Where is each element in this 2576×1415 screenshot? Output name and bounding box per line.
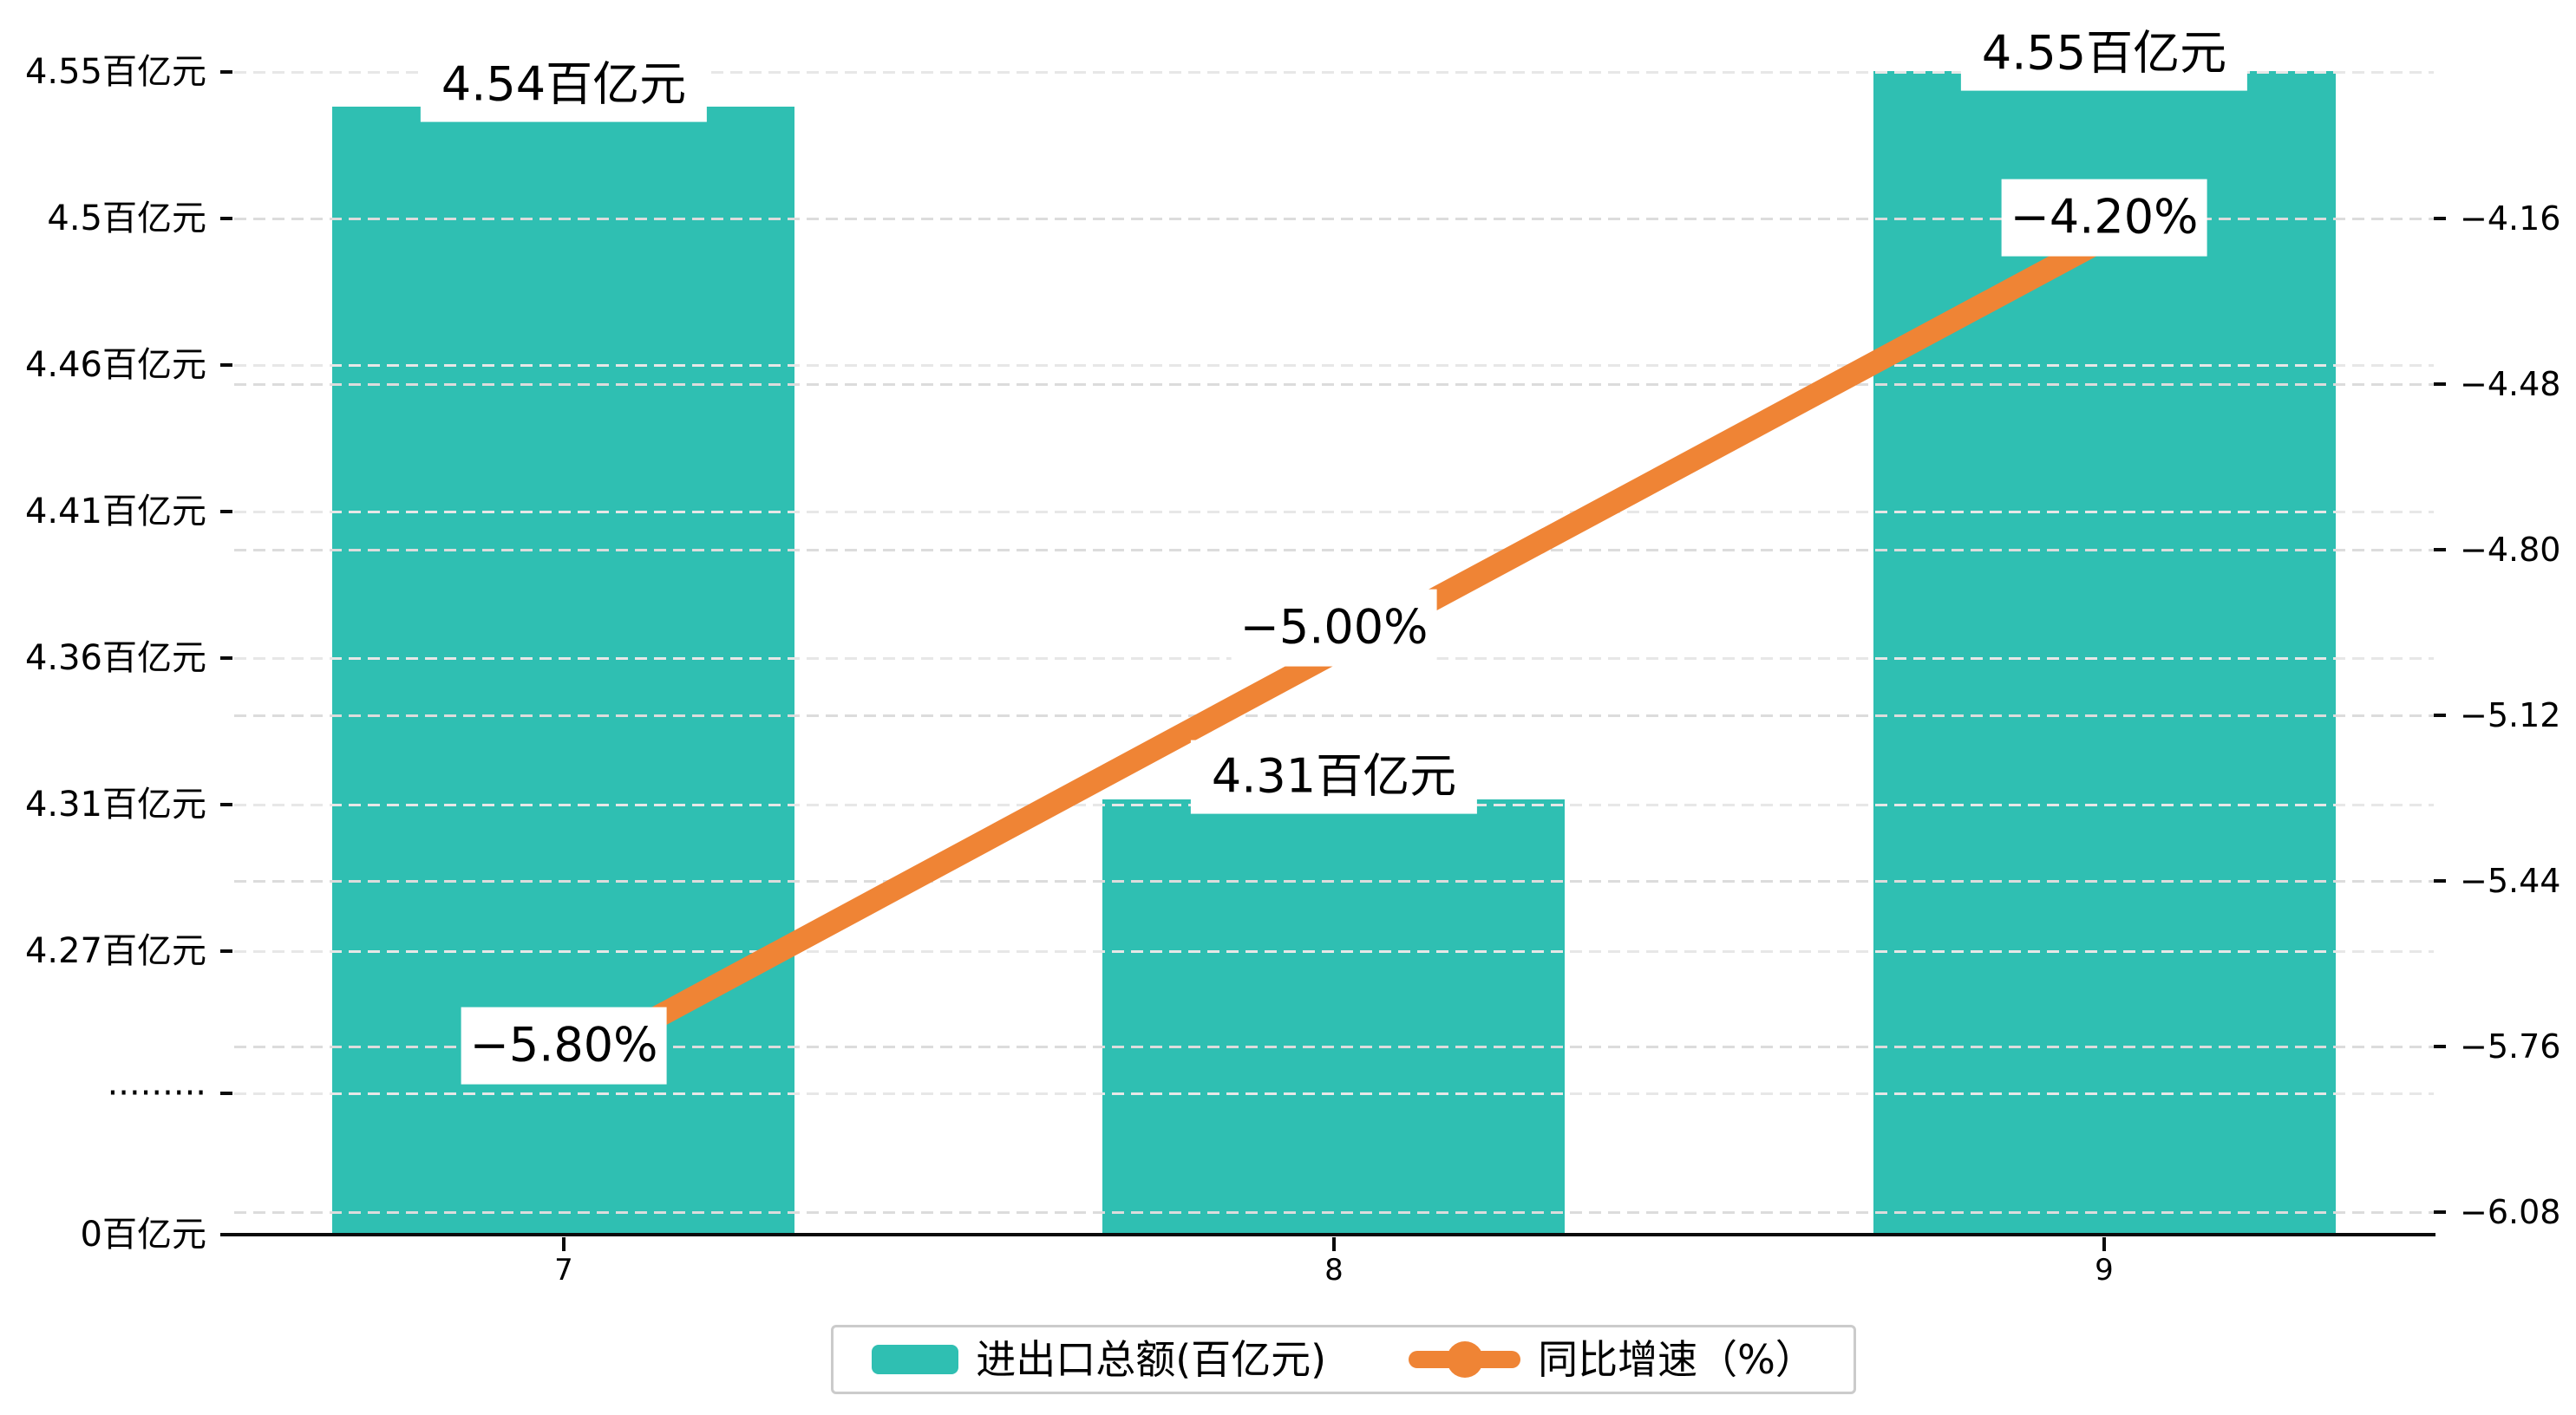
gridline-right-0: [234, 218, 2434, 220]
left-axis-tick-1: [220, 217, 232, 220]
left-axis-label-3: 4.41百亿元: [24, 492, 206, 531]
gridline-right-5: [234, 1046, 2434, 1048]
left-axis-label-0: 4.55百亿元: [24, 52, 206, 92]
line-value-label-1: −5.00%: [1231, 589, 1437, 667]
right-axis-tick-5: [2434, 1045, 2446, 1048]
x-axis-tick-0: [562, 1237, 566, 1251]
x-axis-label-1: 8: [1324, 1253, 1344, 1288]
left-axis-tick-0: [220, 70, 232, 74]
left-axis-label-6: 4.27百亿元: [24, 931, 206, 971]
bar-month-8: [1102, 799, 1565, 1233]
left-axis-tick-4: [220, 656, 232, 660]
left-axis-label-5: 4.31百亿元: [24, 785, 206, 825]
x-axis-line: [222, 1233, 2435, 1236]
right-axis-label-2: −4.80: [2460, 531, 2561, 569]
right-axis-label-1: −4.48: [2460, 365, 2561, 403]
x-axis-label-0: 7: [554, 1253, 573, 1288]
legend-label-line-series: 同比增速（%）: [1538, 1336, 1815, 1383]
right-axis-tick-1: [2434, 382, 2446, 386]
legend-label-bar-series: 进出口总额(百亿元): [976, 1336, 1327, 1383]
gridline-right-1: [234, 383, 2434, 386]
left-axis-tick-6: [220, 949, 232, 953]
right-axis-tick-4: [2434, 879, 2446, 883]
bar-month-9: [1873, 71, 2336, 1233]
x-axis-tick-2: [2102, 1237, 2106, 1251]
legend-item-bar-series[interactable]: 进出口总额(百亿元): [872, 1340, 1326, 1379]
left-axis-break-label: ·········: [107, 1073, 206, 1113]
bar-value-label-2: 4.55百亿元: [1960, 16, 2248, 91]
right-axis-tick-3: [2434, 714, 2446, 717]
left-axis-tick-2: [220, 363, 232, 367]
gridline-left-2: [234, 364, 2434, 367]
left-axis-tick-7: [220, 1092, 232, 1095]
gridline-right-6: [234, 1211, 2434, 1214]
left-axis-zero-label: 0百亿元: [80, 1215, 206, 1255]
left-axis-label-2: 4.46百亿元: [24, 345, 206, 385]
x-axis-tick-1: [1332, 1237, 1336, 1251]
right-axis-label-4: −5.44: [2460, 862, 2561, 900]
gridline-right-2: [234, 549, 2434, 551]
right-axis-label-0: −4.16: [2460, 199, 2561, 238]
legend-item-line-series[interactable]: 同比增速（%）: [1409, 1340, 1815, 1379]
gridline-right-4: [234, 880, 2434, 883]
line-series-dot-icon: [1446, 1341, 1483, 1378]
right-axis-tick-0: [2434, 217, 2446, 220]
bar-value-label-1: 4.31百亿元: [1190, 740, 1478, 814]
right-axis-label-5: −5.76: [2460, 1027, 2561, 1066]
gridline-left-0: [234, 71, 2434, 74]
legend: 进出口总额(百亿元) 同比增速（%）: [831, 1325, 1856, 1394]
right-axis-tick-2: [2434, 548, 2446, 551]
left-axis-tick-8: [220, 1233, 232, 1236]
gridline-right-3: [234, 714, 2434, 717]
line-value-label-2: −4.20%: [2001, 179, 2207, 257]
right-axis-tick-6: [2434, 1210, 2446, 1214]
right-axis-label-3: −5.12: [2460, 696, 2561, 734]
line-value-label-0: −5.80%: [461, 1007, 667, 1085]
right-axis-label-6: −6.08: [2460, 1193, 2561, 1231]
gridline-left-3: [234, 511, 2434, 513]
line-series-marker-icon: [1409, 1341, 1521, 1378]
gridline-left-6: [234, 950, 2434, 953]
left-axis-tick-5: [220, 803, 232, 806]
x-axis-label-2: 9: [2095, 1253, 2114, 1288]
left-axis-label-4: 4.36百亿元: [24, 638, 206, 678]
bar-series-swatch-icon: [872, 1345, 959, 1374]
bar-value-label-0: 4.54百亿元: [420, 48, 708, 122]
left-axis-tick-3: [220, 510, 232, 513]
left-axis-label-1: 4.5百亿元: [47, 199, 206, 238]
gridline-left-7: [234, 1092, 2434, 1095]
